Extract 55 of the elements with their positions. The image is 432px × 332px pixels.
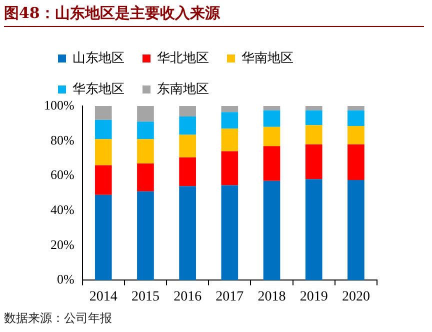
bar [221,112,238,129]
bar [263,110,280,127]
bar [179,106,196,116]
bar [348,144,364,180]
bar [263,180,280,280]
bar [94,106,112,120]
y-tick-label: 40% [50,202,74,217]
bar [94,120,112,140]
bar [305,125,322,144]
y-tick-label: 20% [50,236,74,252]
bar [305,106,322,110]
bar [94,165,112,195]
bar [263,106,280,110]
bar [221,106,238,112]
bar [179,186,196,280]
bar [137,122,154,140]
x-tick-label: 2016 [174,289,202,304]
bar [179,116,196,135]
bar [179,157,196,186]
legend-label: 山东地区 [72,50,124,66]
bar [94,194,112,280]
legend-label: 东南地区 [157,81,209,96]
bar [263,146,280,181]
bar [179,134,196,158]
bar [348,180,364,280]
bar [305,110,322,126]
y-tick-label: 60% [50,167,74,182]
bar [348,106,364,110]
bar [137,106,154,122]
bar [221,128,238,152]
bar [263,126,280,146]
x-tick-label: 2020 [342,289,370,304]
bar [305,179,322,280]
chart-title: 图48：山东地区是主要收入来源 [4,4,424,27]
x-tick-label: 2018 [258,289,286,304]
bar [305,144,322,180]
x-tick-label: 2017 [216,289,244,304]
bar [221,185,238,280]
legend-label: 华北地区 [157,50,209,66]
y-tick-label: 0% [56,272,74,287]
y-tick-label: 100% [44,97,74,112]
x-tick-label: 2019 [300,289,328,304]
bar [348,126,364,144]
bar [137,163,154,192]
bar [221,151,238,186]
x-tick-label: 2015 [131,289,160,304]
bar [348,110,364,126]
bar [137,139,154,164]
x-tick-label: 2014 [89,289,118,304]
bar [94,139,112,166]
bar [137,191,154,280]
legend-label: 华东地区 [72,81,124,96]
legend-label: 华南地区 [242,50,294,66]
source-note: 数据来源：公司年报 [4,310,112,327]
y-tick-label: 80% [50,132,74,148]
